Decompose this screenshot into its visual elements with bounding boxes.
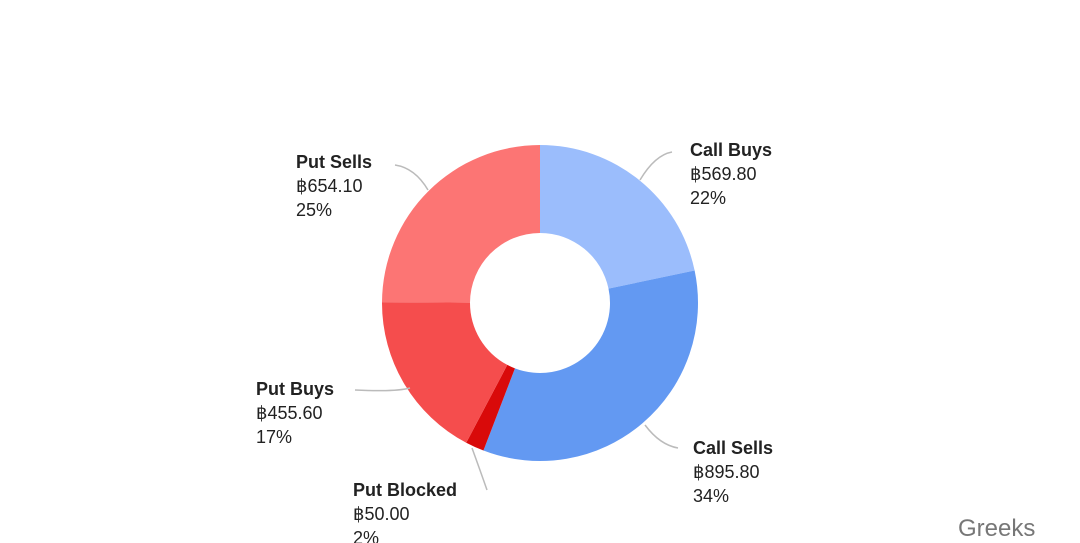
leader-line [644,424,679,449]
leader-line [354,387,411,392]
slice-name: Call Buys [690,140,772,160]
slice-name: Put Buys [256,379,334,399]
percent-label: 17% [256,427,292,447]
slice-name: Put Blocked [353,480,457,500]
percent-label: 34% [693,486,729,506]
value-label: ฿895.80 [693,462,760,482]
percent-label: 22% [690,188,726,208]
donut-slice [483,270,698,461]
slice-name: Put Sells [296,152,372,172]
slice-name: Call Sells [693,438,773,458]
watermark: Greeks [958,515,1035,542]
leader-line [471,447,488,491]
leader-line [639,151,673,181]
donut-slice [382,302,508,443]
donut-slice [466,364,515,451]
donut-slice [540,145,695,289]
percent-label: 25% [296,200,332,220]
donut-slice [382,145,540,303]
value-label: ฿569.80 [690,164,757,184]
value-label: ฿455.60 [256,403,323,423]
leader-line [394,164,429,191]
value-label: ฿654.10 [296,176,363,196]
percent-label: 2% [353,528,379,543]
value-label: ฿50.00 [353,504,410,524]
